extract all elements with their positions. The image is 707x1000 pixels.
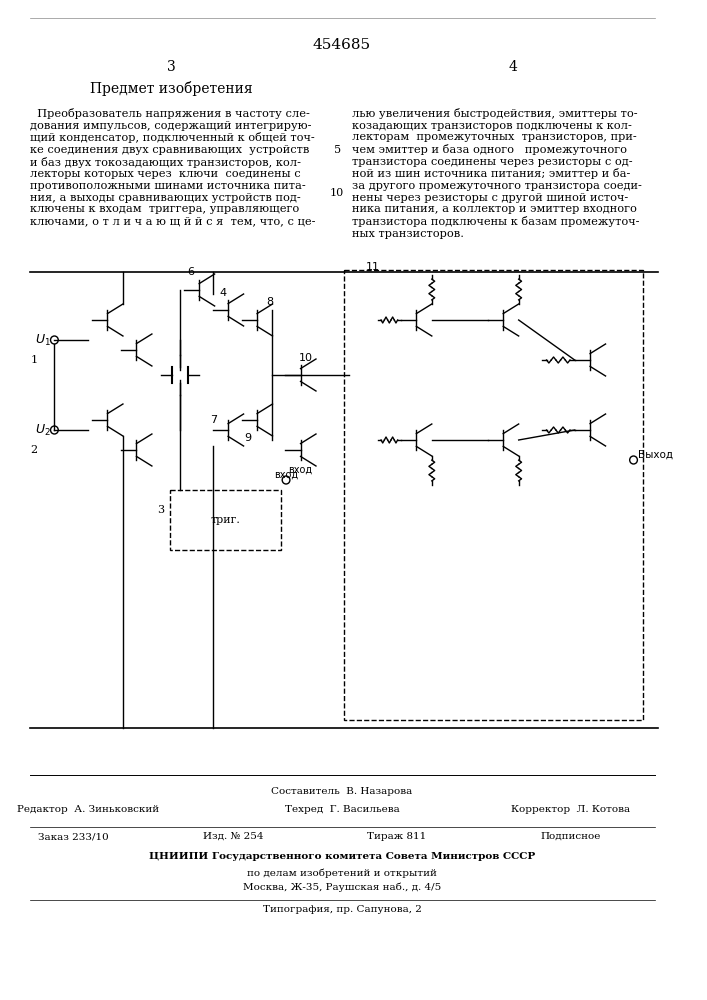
Text: триг.: триг. [210,515,240,525]
Text: вход: вход [274,470,298,480]
Text: вход: вход [288,465,312,475]
Text: 2: 2 [30,445,37,455]
Text: Редактор  А. Зиньковский: Редактор А. Зиньковский [17,805,159,814]
Text: Тираж 811: Тираж 811 [368,832,427,841]
Text: 454685: 454685 [313,38,371,52]
Text: Составитель  В. Назарова: Составитель В. Назарова [271,787,413,796]
Text: Преобразователь напряжения в частоту сле-
дования импульсов, содержащий интегрир: Преобразователь напряжения в частоту сле… [30,108,316,226]
Text: 10: 10 [298,353,312,363]
Text: 5: 5 [334,145,341,155]
Text: Выход: Выход [638,450,673,460]
Text: Подписное: Подписное [541,832,601,841]
Text: Заказ 233/10: Заказ 233/10 [38,832,109,841]
Text: Техред  Г. Васильева: Техред Г. Васильева [285,805,399,814]
Text: 7: 7 [210,415,217,425]
Text: ЦНИИПИ Государственного комитета Совета Министров СССР: ЦНИИПИ Государственного комитета Совета … [149,852,535,861]
Bar [344,270,643,720]
Text: Типография, пр. Сапунова, 2: Типография, пр. Сапунова, 2 [262,905,421,914]
Text: 8: 8 [266,297,273,307]
Text: 1: 1 [30,355,37,365]
Text: 9: 9 [244,433,251,443]
Text: Корректор  Л. Котова: Корректор Л. Котова [511,805,631,814]
Text: 3: 3 [167,60,175,74]
Text: 4: 4 [508,60,518,74]
Text: 6: 6 [187,267,194,277]
Text: Предмет изобретения: Предмет изобретения [90,81,252,96]
Text: 3: 3 [157,505,164,515]
Text: $U_1$: $U_1$ [35,332,51,348]
Text: Москва, Ж-35, Раушская наб., д. 4/5: Москва, Ж-35, Раушская наб., д. 4/5 [243,882,441,892]
Text: $U_2$: $U_2$ [35,422,51,438]
Text: 4: 4 [220,288,227,298]
Bar [170,490,281,550]
Text: 10: 10 [330,188,344,198]
Text: 11: 11 [366,262,380,272]
Text: Изд. № 254: Изд. № 254 [203,832,263,841]
Text: по делам изобретений и открытий: по делам изобретений и открытий [247,868,437,878]
Text: лью увеличения быстродействия, эмиттеры то-
козадающих транзисторов подключены к: лью увеличения быстродействия, эмиттеры … [351,108,641,239]
